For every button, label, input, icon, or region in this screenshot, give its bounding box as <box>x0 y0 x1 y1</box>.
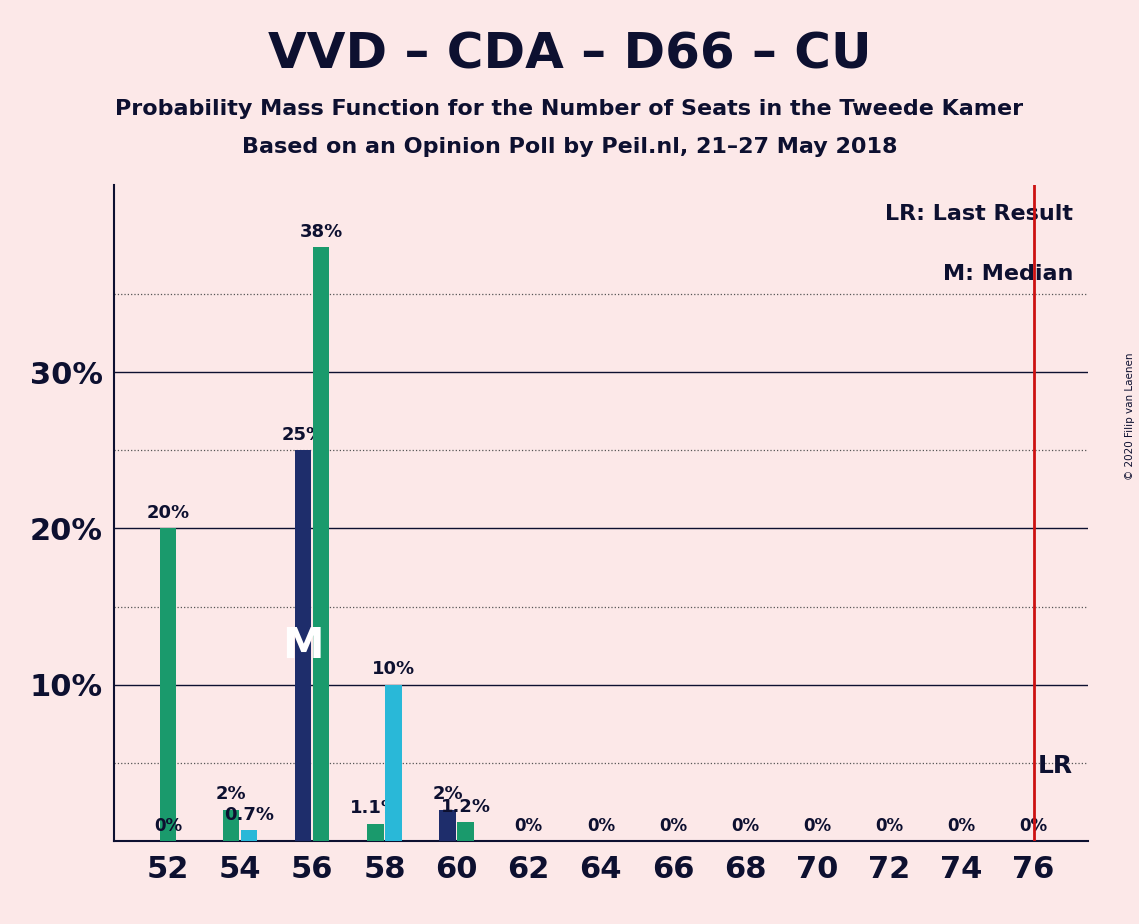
Text: M: Median: M: Median <box>943 263 1073 284</box>
Text: 10%: 10% <box>371 661 415 678</box>
Text: VVD – CDA – D66 – CU: VVD – CDA – D66 – CU <box>268 30 871 79</box>
Text: 0%: 0% <box>515 817 543 834</box>
Bar <box>241 830 257 841</box>
Text: 0%: 0% <box>948 817 976 834</box>
Text: LR: LR <box>1038 754 1073 778</box>
Text: 0%: 0% <box>154 817 182 834</box>
Text: 38%: 38% <box>300 223 343 241</box>
Text: Based on an Opinion Poll by Peil.nl, 21–27 May 2018: Based on an Opinion Poll by Peil.nl, 21–… <box>241 137 898 157</box>
Bar <box>385 685 402 841</box>
Bar <box>223 809 239 841</box>
Text: 0%: 0% <box>587 817 615 834</box>
Text: Probability Mass Function for the Number of Seats in the Tweede Kamer: Probability Mass Function for the Number… <box>115 99 1024 119</box>
Text: 1.1%: 1.1% <box>351 799 401 818</box>
Text: 0%: 0% <box>731 817 760 834</box>
Bar <box>440 809 456 841</box>
Text: © 2020 Filip van Laenen: © 2020 Filip van Laenen <box>1125 352 1134 480</box>
Text: 0%: 0% <box>875 817 903 834</box>
Text: 0%: 0% <box>1019 817 1048 834</box>
Text: 0%: 0% <box>803 817 831 834</box>
Bar <box>458 822 474 841</box>
Text: 25%: 25% <box>281 426 325 444</box>
Bar <box>313 248 329 841</box>
Text: 2%: 2% <box>432 785 462 803</box>
Bar <box>159 529 177 841</box>
Text: M: M <box>282 625 323 666</box>
Text: LR: Last Result: LR: Last Result <box>885 204 1073 225</box>
Text: 0%: 0% <box>658 817 687 834</box>
Text: 0.7%: 0.7% <box>224 806 274 823</box>
Text: 2%: 2% <box>215 785 246 803</box>
Bar <box>295 450 311 841</box>
Bar <box>367 823 384 841</box>
Text: 20%: 20% <box>147 505 189 522</box>
Text: 1.2%: 1.2% <box>441 797 491 816</box>
